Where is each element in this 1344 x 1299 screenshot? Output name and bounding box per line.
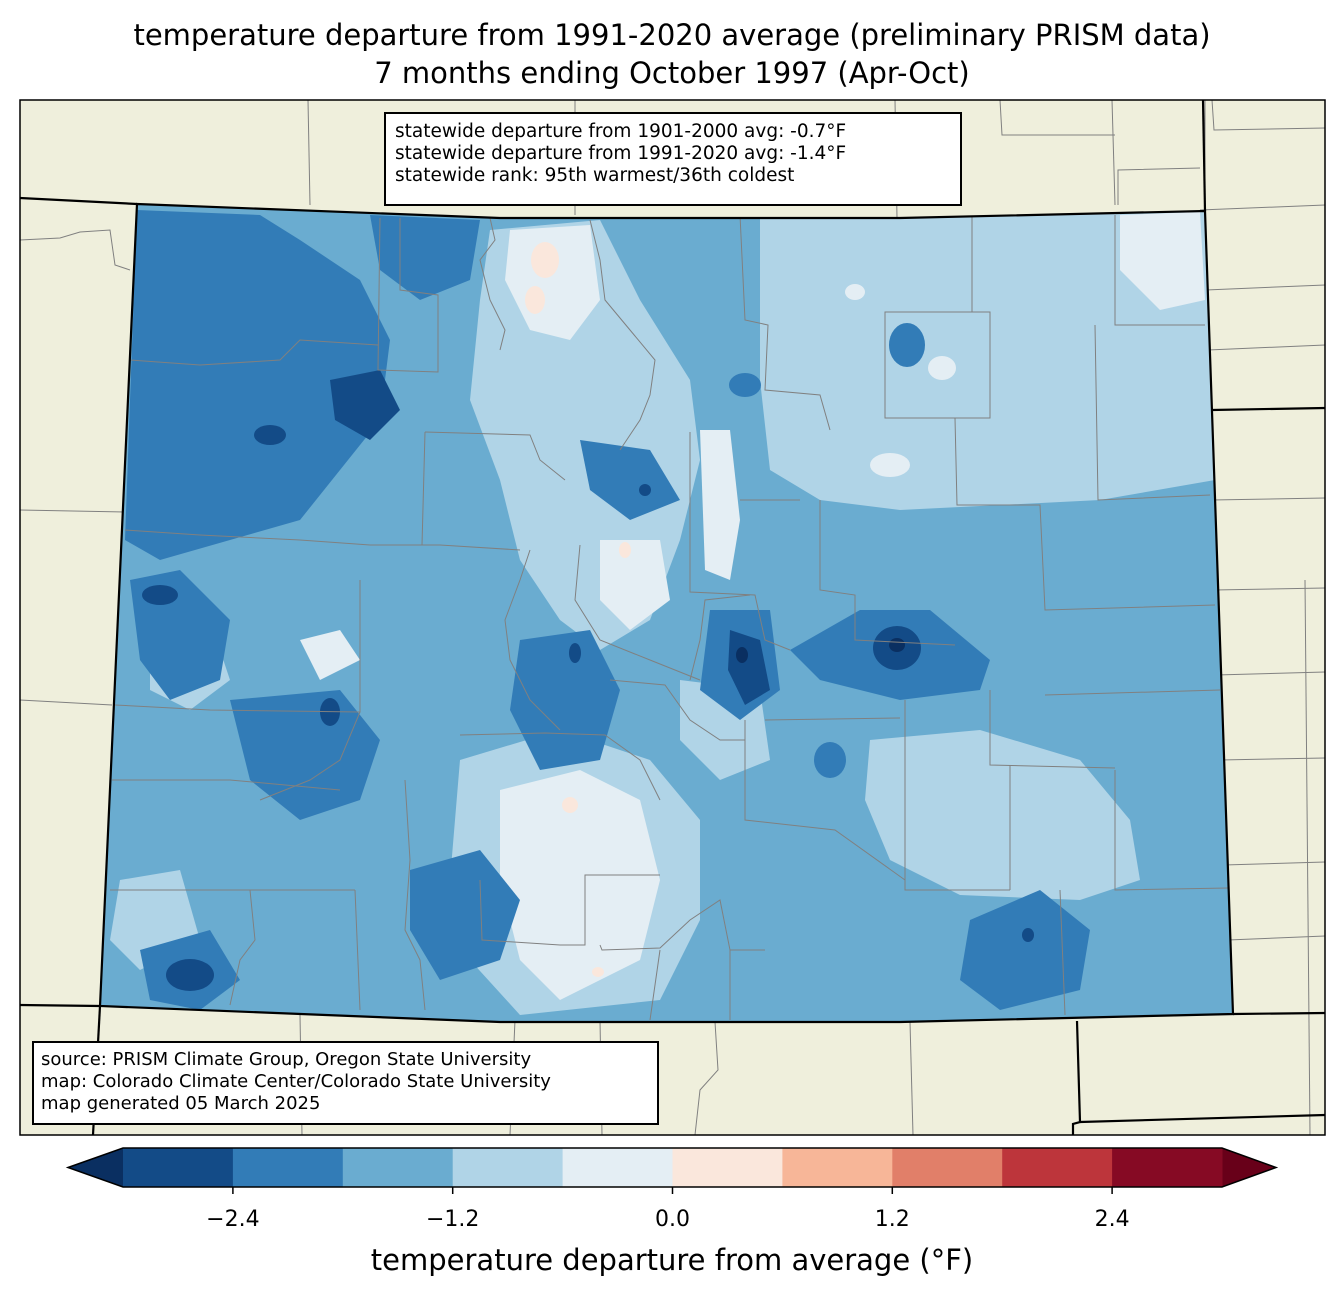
stats-departure-1991-2020: statewide departure from 1991-2020 avg: … — [395, 143, 847, 164]
map-title: temperature departure from 1991-2020 ave… — [133, 18, 1211, 52]
map-credit-line: map: Colorado Climate Center/Colorado St… — [41, 1071, 551, 1092]
stats-departure-1901-2000: statewide departure from 1901-2000 avg: … — [395, 121, 847, 142]
colorbar-bin-8 — [1002, 1148, 1113, 1187]
map-subtitle: 7 months ending October 1997 (Apr-Oct) — [374, 56, 970, 90]
colorbar-outline — [65, 1147, 1279, 1188]
source-credit-box: source: PRISM Climate Group, Oregon Stat… — [32, 1041, 659, 1125]
colorbar-bin-9 — [1112, 1148, 1223, 1187]
colorbar-tick-label: −1.2 — [425, 1207, 480, 1232]
colorbar-bin-0 — [123, 1148, 234, 1187]
statewide-stats-box: statewide departure from 1901-2000 avg: … — [384, 112, 962, 206]
colorbar-bin-5 — [672, 1148, 783, 1187]
generated-date-line: map generated 05 March 2025 — [41, 1093, 321, 1114]
colorbar-bin-6 — [782, 1148, 893, 1187]
colorbar-label: temperature departure from average (°F) — [370, 1243, 974, 1277]
colorbar-bin-1 — [232, 1148, 344, 1187]
colorbar-bin-4 — [562, 1148, 673, 1187]
source-line: source: PRISM Climate Group, Oregon Stat… — [41, 1049, 532, 1070]
map-frame — [19, 99, 1326, 1136]
state-boundaries — [20, 100, 1325, 1135]
stats-rank: statewide rank: 95th warmest/36th coldes… — [395, 165, 795, 186]
temperature-field — [100, 204, 1233, 1022]
colorbar-tick-label: 2.4 — [1094, 1207, 1130, 1232]
colorbar — [65, 1147, 1279, 1194]
colorbar-bin-7 — [892, 1148, 1003, 1187]
colorado-county-lines — [110, 214, 1229, 1021]
colorbar-tick-label: −2.4 — [206, 1207, 260, 1232]
colorbar-bin-2 — [342, 1148, 454, 1187]
colorbar-tick-label: 0.0 — [655, 1207, 690, 1232]
colorbar-bin-3 — [452, 1148, 564, 1187]
colorbar-under-arrow — [68, 1148, 123, 1187]
colorbar-over-arrow — [1222, 1148, 1276, 1187]
colorbar-tick-label: 1.2 — [874, 1207, 910, 1232]
